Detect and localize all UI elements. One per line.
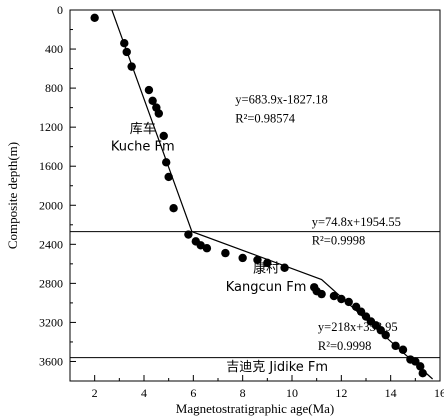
x-tick-label: 2 — [92, 386, 98, 400]
data-point — [398, 345, 408, 354]
annotation-eq3-line2: R²=0.9998 — [318, 339, 372, 353]
x-tick-label: 10 — [286, 386, 298, 400]
annotation-eq1-line1: y=683.9x-1827.18 — [235, 93, 327, 107]
annotation-eq2-line2: R²=0.9998 — [312, 233, 366, 247]
data-point — [120, 38, 129, 48]
annotation-eq3-line1: y=218x+358.95 — [318, 320, 398, 334]
y-tick-label: 3200 — [39, 315, 63, 329]
y-tick-label: 400 — [45, 42, 63, 56]
x-tick-label: 8 — [240, 386, 246, 400]
annotation-fm3: 吉迪克 Jidike Fm — [226, 360, 328, 375]
annotation-eq1-line2: R²=0.98574 — [235, 111, 296, 125]
data-point — [337, 294, 346, 304]
y-tick-label: 0 — [57, 3, 63, 17]
data-point — [184, 230, 193, 239]
data-point — [202, 244, 212, 253]
y-axis-title: Composite depth(m) — [5, 142, 20, 249]
data-point — [317, 289, 326, 299]
y-tick-label: 2400 — [39, 237, 63, 251]
data-point — [329, 291, 339, 301]
x-tick-label: 4 — [141, 386, 147, 400]
annotation-fm1-en: Kuche Fm — [111, 140, 175, 155]
x-axis-title: Magnetostratigraphic age(Ma) — [176, 401, 334, 416]
data-point — [253, 255, 262, 265]
y-tick-label: 2800 — [39, 276, 63, 290]
annotation-fm2-cn: 康村 — [253, 261, 279, 277]
y-tick-label: 1600 — [39, 159, 63, 173]
data-point — [381, 330, 390, 340]
data-point — [159, 131, 168, 141]
data-point — [221, 248, 230, 258]
plot-area: 0 400 800 1200 1600 2000 2400 2800 3200 3600 2 4 6 8 1… — [5, 3, 444, 416]
data-point — [418, 368, 427, 378]
x-tick-label: 12 — [335, 386, 347, 400]
y-tick-label: 3600 — [39, 354, 63, 368]
data-point — [238, 253, 247, 263]
x-tick-label: 6 — [190, 386, 196, 400]
data-point — [154, 109, 163, 118]
plot-frame — [69, 9, 441, 382]
data-point — [162, 158, 171, 167]
annotation-fm1-cn: 库车 — [130, 121, 156, 137]
data-point — [169, 203, 178, 213]
data-point — [144, 85, 154, 95]
data-point — [148, 96, 157, 105]
data-point — [416, 362, 425, 371]
x-tick-label: 16 — [434, 386, 444, 400]
data-point — [127, 62, 136, 71]
data-point — [122, 47, 131, 57]
data-point — [280, 263, 289, 272]
y-tick-label: 1200 — [39, 120, 63, 134]
y-tick-label: 2000 — [39, 198, 63, 212]
data-point — [391, 341, 400, 351]
annotation-eq2-line1: y=74.8x+1954.55 — [312, 215, 401, 229]
x-tick-label: 14 — [385, 386, 397, 400]
data-point — [344, 297, 353, 307]
data-point — [90, 13, 99, 23]
annotation-fm2-en: Kangcun Fm — [226, 280, 307, 295]
data-point — [263, 258, 272, 268]
y-tick-label: 800 — [45, 81, 63, 95]
data-point — [164, 172, 173, 182]
